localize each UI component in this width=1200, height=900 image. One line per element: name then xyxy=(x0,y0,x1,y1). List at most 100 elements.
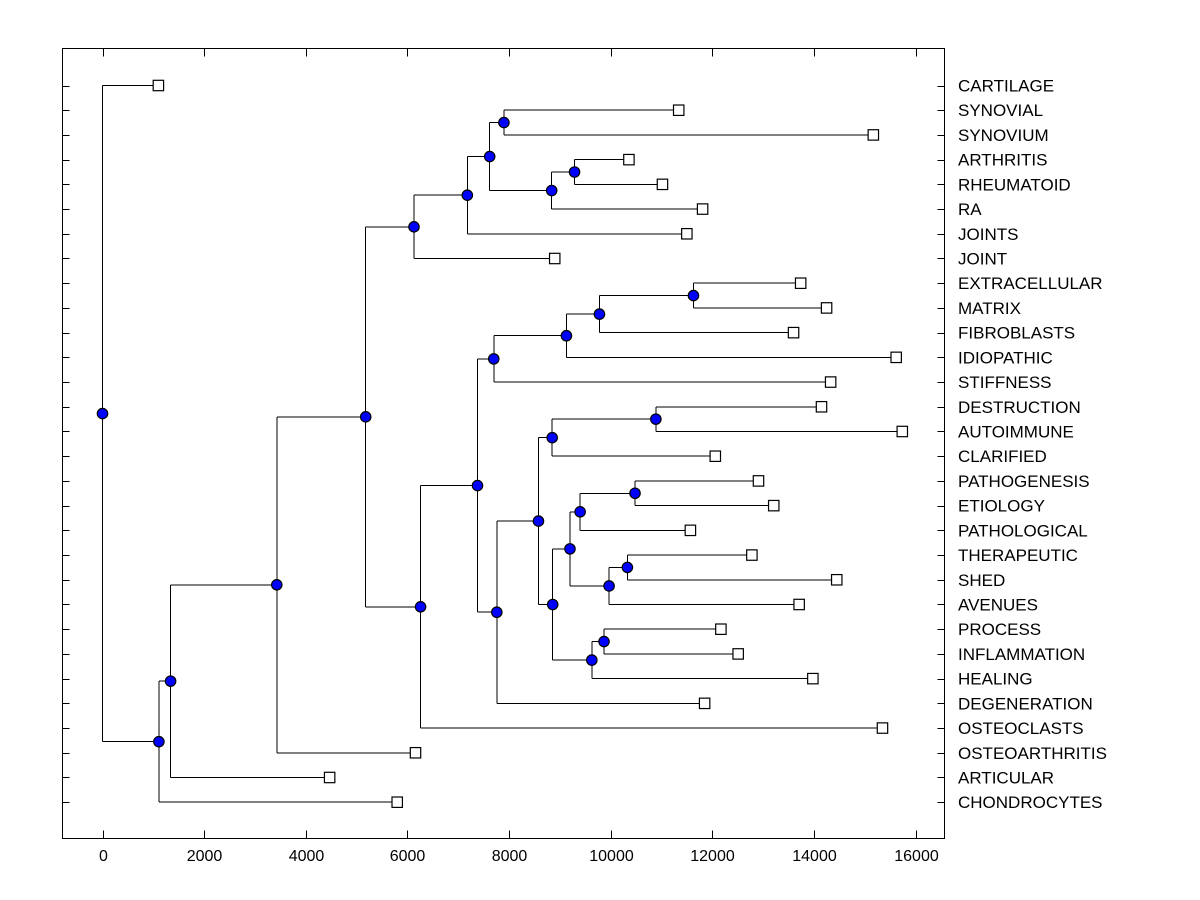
leaf-marker xyxy=(807,672,819,685)
internal-node-marker xyxy=(598,635,610,648)
leaf-label: RHEUMATOID xyxy=(958,175,1071,194)
leaf-marker xyxy=(746,549,758,561)
internal-node-marker xyxy=(153,735,165,748)
internal-node-marker xyxy=(546,431,558,444)
leaf-label: CHONDROCYTES xyxy=(958,793,1103,812)
leaf-marker xyxy=(672,104,685,117)
leaf-label: OSTEOARTHRITIS xyxy=(958,744,1107,763)
leaf-label: PROCESS xyxy=(958,620,1041,639)
leaf-marker xyxy=(684,524,697,537)
leaf-marker xyxy=(698,697,711,710)
leaf-marker xyxy=(824,376,837,388)
leaf-label: MATRIX xyxy=(958,299,1021,318)
leaf-label: PATHOGENESIS xyxy=(958,472,1090,491)
internal-node-marker xyxy=(568,166,581,178)
leaf-label: PATHOLOGICAL xyxy=(958,521,1088,540)
leaf-label: IDIOPATHIC xyxy=(958,348,1053,367)
leaf-marker xyxy=(696,203,709,215)
leaf-label: CARTILAGE xyxy=(958,77,1054,96)
internal-node-marker xyxy=(532,515,545,527)
leaf-marker xyxy=(876,722,889,734)
x-axis-tick-label: 0 xyxy=(99,848,108,865)
leaf-label: JOINT xyxy=(958,249,1007,268)
leaf-marker xyxy=(815,400,828,413)
internal-node-marker xyxy=(621,561,634,574)
leaf-label: HEALING xyxy=(958,670,1033,689)
x-axis-tick-label: 2000 xyxy=(187,848,223,865)
internal-node-marker xyxy=(564,543,576,555)
leaf-label: ARTICULAR xyxy=(958,768,1054,787)
leaf-label: JOINTS xyxy=(958,225,1018,244)
leaf-marker xyxy=(794,277,807,290)
plot-box xyxy=(62,48,945,839)
leaf-marker xyxy=(867,129,880,141)
leaf-marker xyxy=(890,351,902,364)
leaf-label: OSTEOCLASTS xyxy=(958,719,1084,738)
internal-node-marker xyxy=(487,353,500,365)
internal-node-marker xyxy=(650,413,662,425)
internal-node-marker xyxy=(471,479,484,492)
internal-node-marker xyxy=(546,598,559,611)
internal-node-marker xyxy=(270,578,283,591)
labels-group: 0 2000 4000 6000 8000 10000 12000 14000 16000 CAR… xyxy=(99,77,1107,866)
leaf-label: SYNOVIUM xyxy=(958,126,1049,145)
leaf-label: ETIOLOGY xyxy=(958,497,1045,516)
internal-node-marker xyxy=(408,221,420,233)
leaf-marker xyxy=(409,746,422,759)
leaf-marker xyxy=(548,252,561,265)
internal-node-marker xyxy=(586,654,598,666)
internal-node-marker xyxy=(461,189,474,201)
leaf-label: SYNOVIAL xyxy=(958,101,1043,120)
leaf-marker xyxy=(323,771,336,784)
leaf-marker xyxy=(752,475,765,487)
leaf-marker xyxy=(830,573,843,586)
x-axis-tick-label: 8000 xyxy=(492,848,528,865)
leaf-marker xyxy=(820,302,833,314)
leaf-label: INFLAMMATION xyxy=(958,645,1085,664)
leaf-marker xyxy=(681,227,693,240)
leaf-label: DEGENERATION xyxy=(958,694,1093,713)
leaf-label: CLARIFIED xyxy=(958,447,1047,466)
leaf-label: EXTRACELLULAR xyxy=(958,274,1103,293)
leaf-marker xyxy=(152,79,165,92)
internal-node-marker xyxy=(545,184,558,197)
x-axis-tick-label: 12000 xyxy=(690,848,735,865)
leaf-label: AVENUES xyxy=(958,595,1038,614)
leaf-marker xyxy=(709,450,722,463)
leaf-label: STIFFNESS xyxy=(958,373,1052,392)
internal-node-marker xyxy=(603,580,615,592)
internal-node-marker xyxy=(687,289,700,302)
branch-lines-group xyxy=(102,85,903,803)
leaf-label: AUTOIMMUNE xyxy=(958,422,1074,441)
node-markers-group xyxy=(96,79,909,808)
leaf-marker xyxy=(391,796,404,808)
internal-node-marker xyxy=(414,601,427,613)
x-axis-tick-label: 14000 xyxy=(792,848,837,865)
internal-node-marker xyxy=(574,506,586,518)
internal-node-marker xyxy=(483,150,496,163)
x-axis-tick-label: 6000 xyxy=(390,848,426,865)
leaf-label: RA xyxy=(958,200,982,219)
internal-node-marker xyxy=(629,487,641,500)
leaf-label: DESTRUCTION xyxy=(958,398,1081,417)
x-axis-tick-label: 16000 xyxy=(894,848,939,865)
leaf-marker xyxy=(793,598,805,611)
internal-node-marker xyxy=(359,411,372,423)
leaf-label: THERAPEUTIC xyxy=(958,546,1078,565)
leaf-label: SHED xyxy=(958,571,1005,590)
leaf-marker xyxy=(896,425,909,438)
leaf-marker xyxy=(623,153,635,166)
internal-node-marker xyxy=(498,116,510,129)
axes-group xyxy=(62,48,945,839)
internal-node-marker xyxy=(593,308,606,320)
leaf-marker xyxy=(732,648,744,660)
x-axis-tick-label: 4000 xyxy=(289,848,325,865)
leaf-marker xyxy=(715,623,727,636)
leaf-marker xyxy=(767,499,780,512)
leaf-label: ARTHRITIS xyxy=(958,151,1047,170)
leaf-label: FIBROBLASTS xyxy=(958,324,1075,343)
x-axis-tick-label: 10000 xyxy=(589,848,634,865)
internal-node-marker xyxy=(96,407,109,420)
